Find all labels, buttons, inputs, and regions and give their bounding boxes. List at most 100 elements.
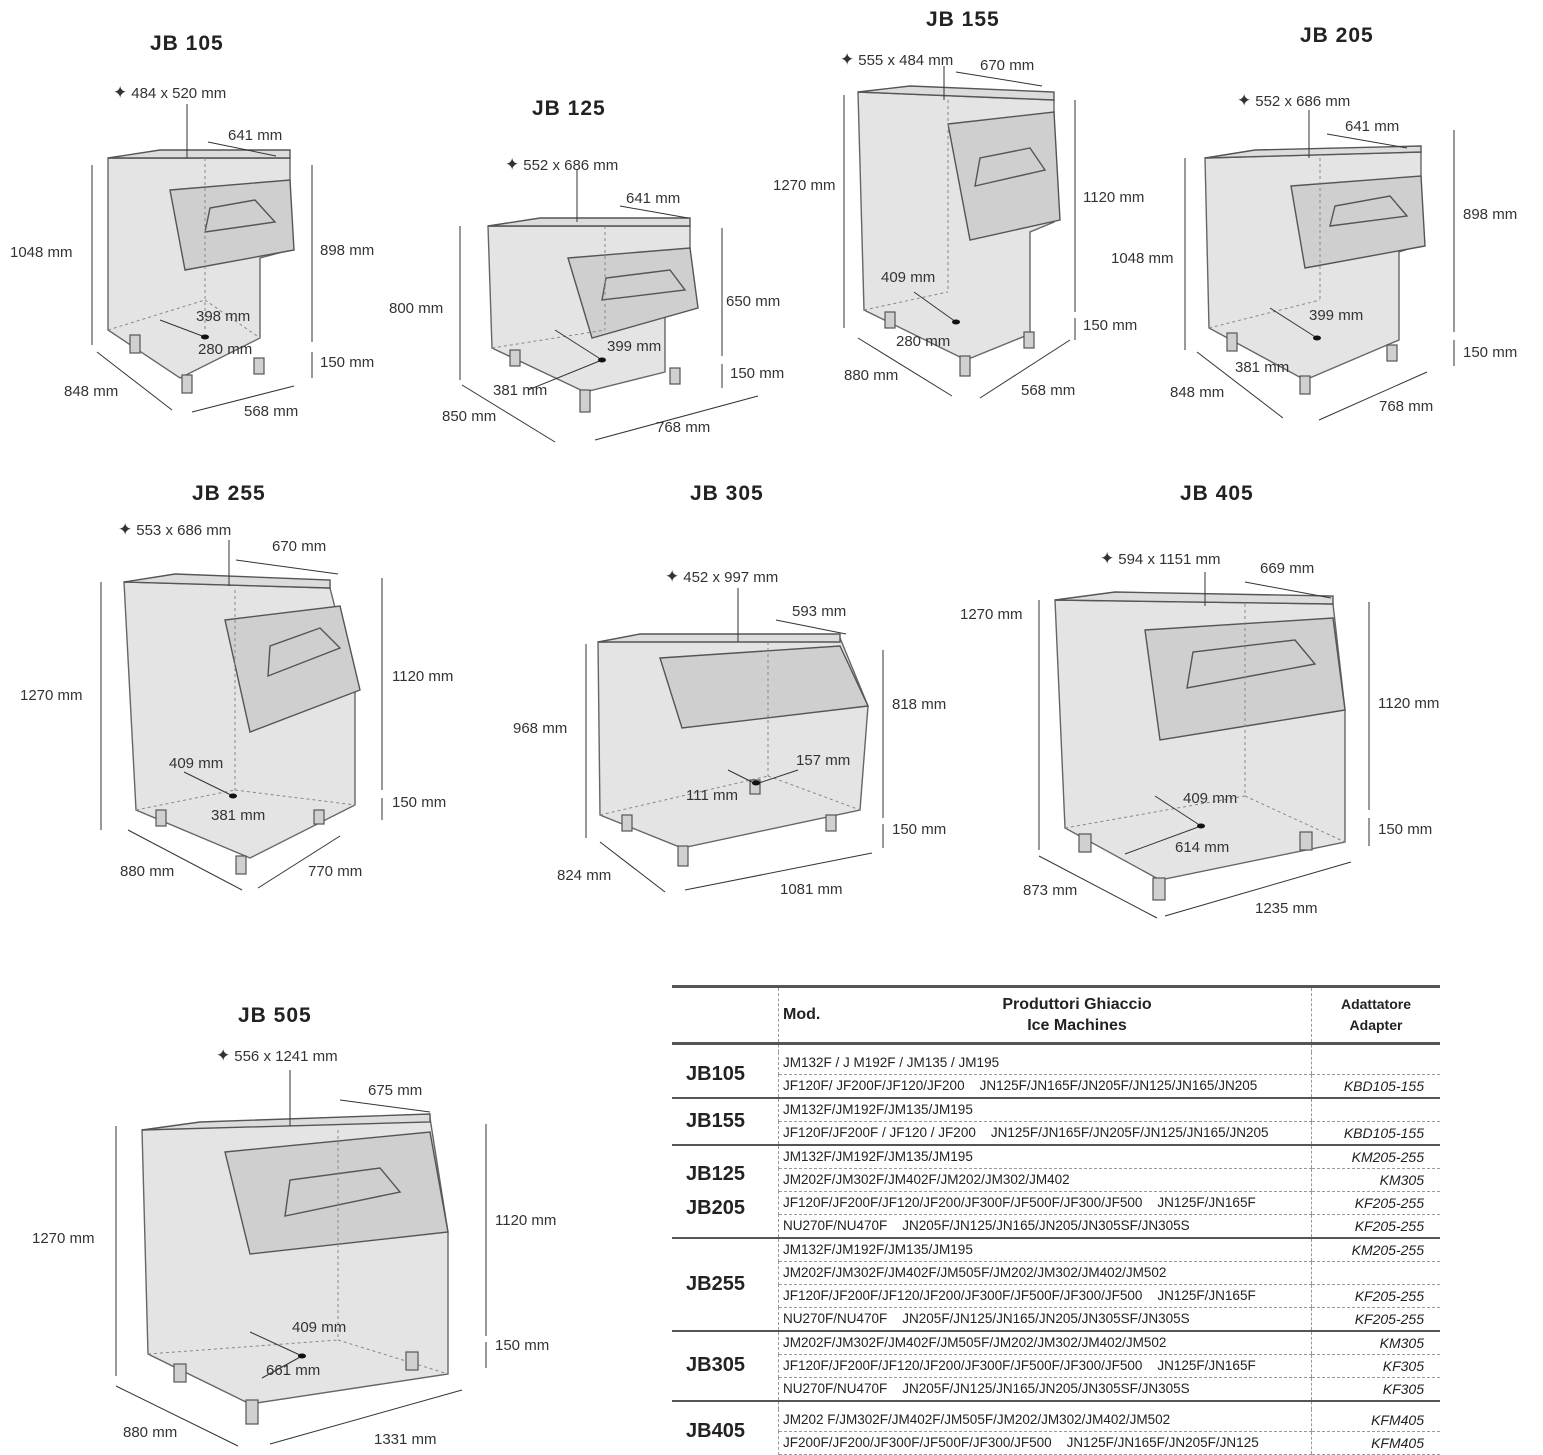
opening-label: ✦ 555 x 484 mm [840,50,954,69]
adapter-cell: KM205-255 [1311,1237,1440,1262]
height-legs-label: 150 mm [730,365,785,382]
drain-a-label: 157 mm [796,752,851,769]
top-depth-label: 641 mm [228,127,283,144]
table-row: JF120F/JF200F/JF120/JF200/JF300F/JF500F/… [672,1191,1440,1215]
adapter-cell: KFM405 [1311,1408,1440,1432]
model-name: JB125 [686,1163,745,1185]
width-label: 768 mm [656,419,711,436]
adapter-cell: KF305 [1311,1354,1440,1378]
model-cell: JB125 JB205 [672,1144,779,1238]
height-legs-label: 150 mm [495,1337,550,1354]
bin-drawing [459,170,759,443]
model-cell: JB105 [672,1051,779,1098]
depth-label: 850 mm [442,408,497,425]
table-row: NU270F/NU470F JN205F/JN125/JN165/JN205/J… [672,1214,1440,1238]
depth-label: 873 mm [1023,882,1078,899]
height-bin-label: 818 mm [892,696,947,713]
adapter-cell: KFM405 [1311,1431,1440,1455]
bin-jb405: JB 405 ✦ 594 x 1151 mm 669 mm 1270 mm 112… [955,470,1543,930]
model-name: JB205 [686,1197,745,1219]
height-legs-label: 150 mm [392,794,447,811]
bin-title: JB 155 [926,8,1000,31]
opening-label: ✦ 452 x 997 mm [665,567,779,586]
adapter-cell [1311,1261,1440,1285]
height-legs-label: 150 mm [320,354,375,371]
opening-label: ✦ 484 x 520 mm [113,83,227,102]
opening-label: ✦ 556 x 1241 mm [216,1046,338,1065]
header-ice-machines: Ice Machines [1027,1017,1127,1034]
bin-jb205: JB 205 ✦ 552 x 686 mm 641 mm 1048 mm 898 … [1105,0,1543,440]
depth-label: 848 mm [1170,384,1225,401]
machines-cell: JM132F/JM192F/JM135/JM195 [778,1097,1312,1122]
adapter-cell: KF205-255 [1311,1191,1440,1215]
depth-label: 880 mm [120,863,175,880]
group-jb255: JB255 JM132F/JM192F/JM135/JM195 KM205-25… [672,1237,1440,1331]
drain-b-label: 614 mm [1175,839,1230,856]
bin-jb105: JB 105 ✦ 484 x 520 mm 641 mm 1048 mm 898 … [0,0,400,440]
bin-title: JB 505 [238,1004,312,1027]
width-label: 768 mm [1379,398,1434,415]
table-row: JB405 JM202 F/JM302F/JM402F/JM505F/JM202… [672,1408,1440,1454]
adapter-cell: KF205-255 [1311,1284,1440,1308]
table-row: JF120F/JF200F/JF120/JF200/JF300F/JF500F/… [672,1354,1440,1378]
depth-label: 880 mm [844,367,899,384]
bin-title: JB 305 [690,482,764,505]
opening-label: ✦ 553 x 686 mm [118,520,232,539]
bin-jb505: JB 505 ✦ 556 x 1241 mm 675 mm 1270 mm 112… [0,990,640,1450]
drain-b-label: 111 mm [686,787,738,804]
model-cell: JB305 [672,1330,779,1401]
machines-cell: JF120F/JF200F/JF120/JF200/JF300F/JF500F/… [778,1354,1312,1378]
machines-cell: JM202F/JM302F/JM402F/JM505F/JM202/JM302/… [778,1330,1312,1355]
opening-label: ✦ 552 x 686 mm [505,155,619,174]
adapter-cell: KBD105-155 [1311,1121,1440,1145]
width-label: 770 mm [308,863,363,880]
table-row: JB155 JM132F/JM192F/JM135/JM195 [672,1097,1440,1145]
top-depth-label: 670 mm [980,57,1035,74]
drain-b-label: 280 mm [896,333,951,350]
width-label: 1235 mm [1255,900,1318,917]
drain-a-label: 409 mm [169,755,224,772]
height-total-label: 1270 mm [773,177,836,194]
top-depth-label: 641 mm [1345,118,1400,135]
table-row: NU270F/NU470F JN205F/JN125/JN165/JN205/J… [672,1377,1440,1401]
header-adapter-en: Adapter [1349,1017,1403,1033]
model-cell: JB255 [672,1237,779,1331]
bin-jb125: JB 125 ✦ 552 x 686 mm 641 mm 800 mm 650 m… [380,0,800,460]
drain-b-label: 661 mm [266,1362,321,1379]
height-total-label: 800 mm [389,300,444,317]
bin-drawing [100,540,383,891]
table-header: Mod. Produttori Ghiaccio Ice Machines Ad… [672,985,1440,1045]
adapter-cell [1311,1097,1440,1122]
height-bin-label: 1120 mm [1083,189,1145,206]
top-depth-label: 675 mm [368,1082,423,1099]
machines-cell: NU270F/NU470F JN205F/JN125/JN165/JN205/J… [783,1311,1190,1326]
height-total-label: 1270 mm [960,606,1023,623]
width-label: 1331 mm [374,1431,437,1448]
drain-a-label: 399 mm [1309,307,1364,324]
adapter-cell: KM205-255 [1311,1144,1440,1169]
machines-cell: JF120F/JF200F/JF120/JF200/JF300F/JF500F/… [778,1191,1312,1215]
drain-a-label: 409 mm [1183,790,1238,807]
table-row: JM202F/JM302F/JM402F/JM202/JM302/JM402 K… [672,1168,1440,1192]
bin-drawing [1184,110,1455,421]
machines-cell: JM132F / J M192F / JM135 / JM195 [778,1051,1312,1075]
bin-title: JB 205 [1300,24,1374,47]
model-cell: JB405 [672,1408,779,1454]
drain-a-label: 409 mm [881,269,936,286]
header-mod: Mod. [783,1006,821,1023]
height-bin-label: 1120 mm [1378,695,1440,712]
height-legs-label: 150 mm [1463,344,1518,361]
table-row: JF120F/ JF200F/JF120/JF200 JN125F/JN165F… [672,1074,1440,1098]
width-label: 568 mm [1021,382,1076,399]
top-depth-label: 670 mm [272,538,327,555]
drain-b-label: 381 mm [493,382,548,399]
bin-title: JB 405 [1180,482,1254,505]
table-row: JB105 JM132F / J M192F / JM135 / JM195 [672,1051,1440,1098]
machines-cell: JF120F/ JF200F/JF120/JF200 JN125F/JN165F… [783,1078,1258,1093]
table-row: JB255 JM132F/JM192F/JM135/JM195 KM205-25… [672,1237,1440,1331]
width-label: 1081 mm [780,881,843,898]
height-bin-label: 650 mm [726,293,781,310]
machines-cell: JF120F/JF200F / JF120 / JF200 JN125F/JN1… [783,1125,1269,1140]
height-total-label: 1048 mm [10,244,73,261]
bin-drawing [585,588,884,893]
